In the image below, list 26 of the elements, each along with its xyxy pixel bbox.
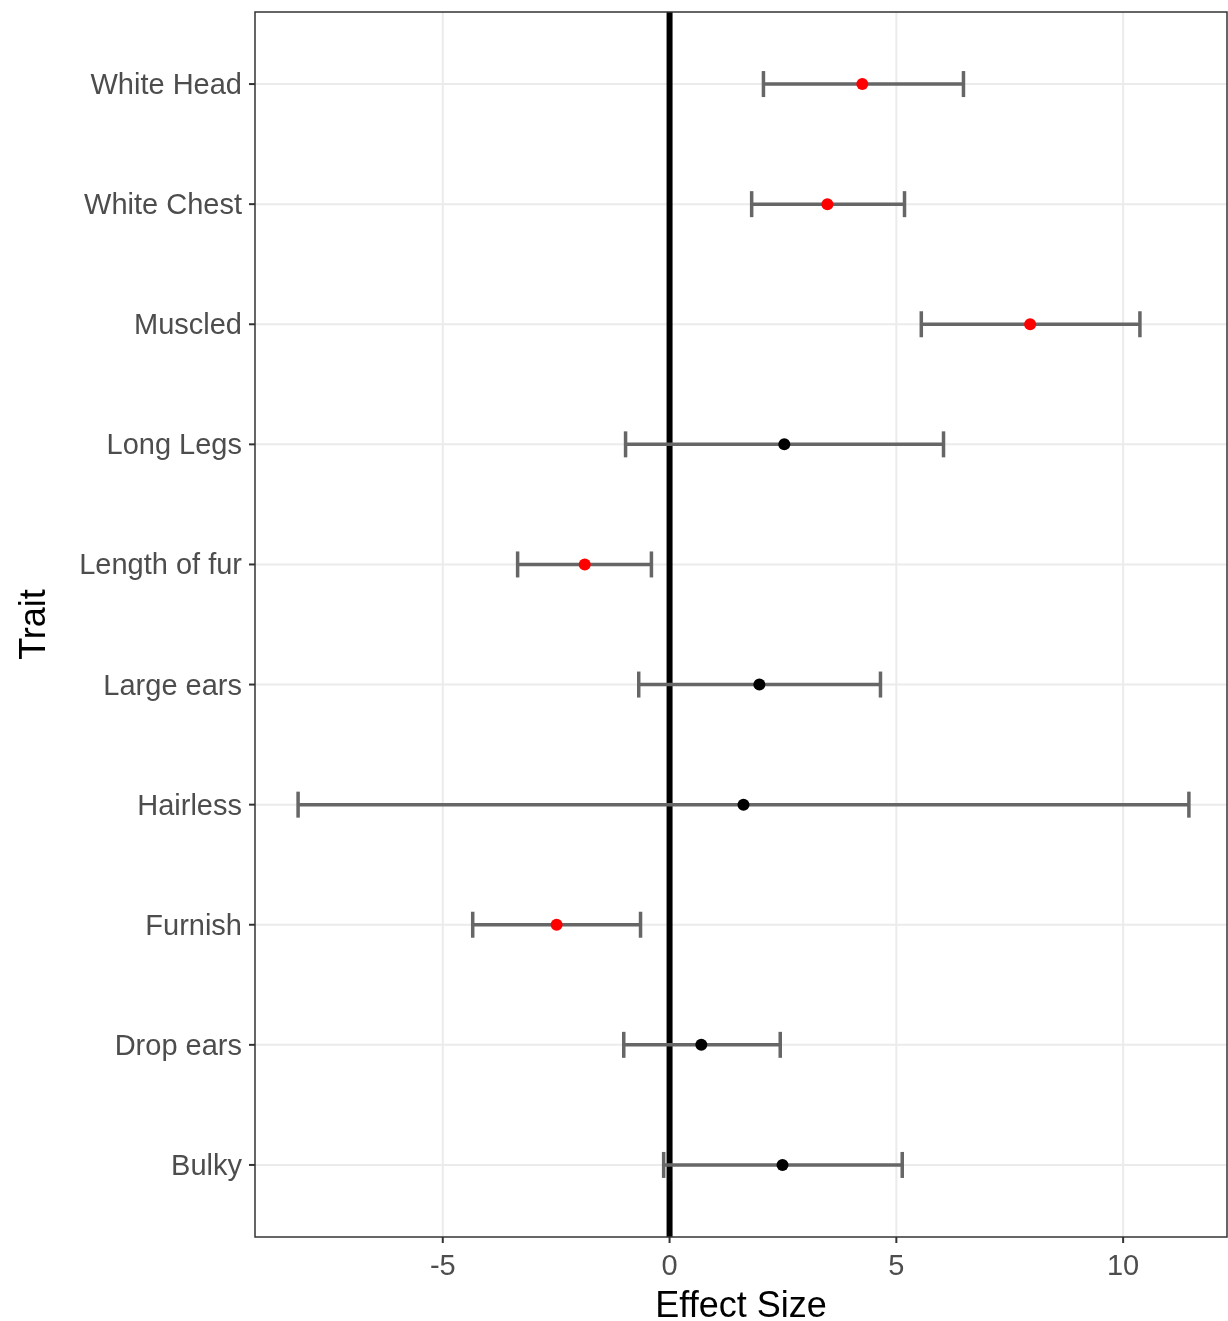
point	[695, 1038, 708, 1051]
point	[578, 558, 591, 571]
y-tick-label: Muscled	[134, 308, 242, 341]
y-tick-label: Length of fur	[79, 548, 243, 581]
x-tick-label: 5	[888, 1249, 905, 1281]
x-tick-label: 0	[661, 1249, 678, 1281]
y-tick-label: Drop ears	[114, 1028, 242, 1061]
point	[737, 798, 750, 811]
y-tick-label: Furnish	[145, 908, 242, 941]
x-tick-label: 10	[1107, 1249, 1140, 1281]
x-tick-label: -5	[429, 1249, 456, 1281]
point	[821, 198, 834, 211]
point	[550, 918, 563, 931]
y-tick-label: Hairless	[137, 788, 242, 821]
y-axis-title: Trait	[12, 589, 53, 660]
point	[778, 438, 791, 451]
x-axis-title: Effect Size	[655, 1284, 827, 1321]
point	[1024, 318, 1037, 331]
point	[856, 78, 869, 91]
point	[776, 1158, 789, 1171]
y-tick-label: Large ears	[103, 668, 242, 701]
point	[753, 678, 766, 691]
y-tick-label: White Chest	[84, 188, 242, 221]
y-tick-label: Long Legs	[106, 428, 242, 461]
y-tick-label: White Head	[90, 68, 242, 101]
y-tick-label: Bulky	[171, 1148, 243, 1181]
